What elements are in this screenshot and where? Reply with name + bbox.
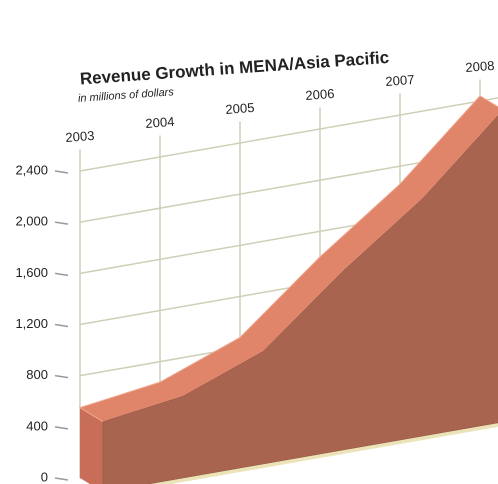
y-tick-label: 1,200 [15,316,48,331]
y-tick-label: 2,000 [15,214,48,229]
tick-mark [54,272,69,277]
tick-mark [54,170,69,174]
x-tick-label: 2007 [385,72,415,89]
tick-mark [54,323,69,328]
grid-line [79,97,498,172]
y-tick-label: 2,400 [15,162,48,177]
x-tick-label: 2005 [225,100,255,117]
x-tick-label: 2008 [465,58,495,75]
area-side [80,407,103,484]
tick-mark [54,374,69,379]
chart-title: Revenue Growth in MENA/Asia Pacific [79,48,389,89]
y-tick-label: 0 [41,469,48,484]
x-tick-label: 2006 [305,86,335,103]
y-tick-label: 400 [26,418,48,433]
x-tick-label: 2003 [65,128,95,145]
chart-subtitle: in millions of dollars [78,86,175,105]
area [102,115,498,484]
tick-mark [54,221,69,225]
y-tick-label: 1,600 [15,265,48,280]
tick-mark [54,477,69,481]
y-tick-label: 800 [26,367,48,382]
x-tick-label: 2004 [145,114,175,131]
tick-mark [54,426,69,430]
